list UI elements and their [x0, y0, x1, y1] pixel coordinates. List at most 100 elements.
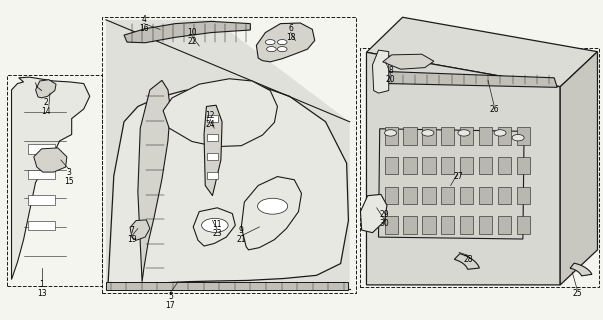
Polygon shape [204, 105, 222, 196]
Bar [28, 195, 55, 204]
Polygon shape [138, 80, 171, 282]
Polygon shape [124, 21, 250, 43]
Bar [498, 216, 511, 234]
Text: 19: 19 [127, 235, 137, 244]
Bar [28, 144, 55, 154]
Text: 4: 4 [142, 15, 147, 24]
Polygon shape [34, 148, 67, 172]
Bar [403, 127, 417, 145]
Polygon shape [108, 85, 349, 289]
Polygon shape [193, 208, 235, 246]
Circle shape [277, 40, 287, 45]
Bar [422, 157, 435, 174]
Polygon shape [130, 220, 150, 240]
Bar [460, 157, 473, 174]
Bar [207, 134, 218, 141]
Text: 25: 25 [572, 289, 582, 298]
Circle shape [494, 130, 506, 136]
Bar [403, 216, 417, 234]
Circle shape [512, 134, 524, 141]
Bar [460, 127, 473, 145]
Bar [207, 115, 218, 122]
Text: 17: 17 [166, 301, 175, 310]
Text: 11: 11 [212, 220, 222, 229]
Bar [385, 127, 398, 145]
Text: 8: 8 [388, 66, 393, 75]
Bar [207, 153, 218, 160]
Bar [403, 157, 417, 174]
Bar [498, 127, 511, 145]
Text: 10: 10 [187, 28, 197, 37]
Polygon shape [106, 282, 349, 290]
Text: 6: 6 [288, 24, 293, 33]
Text: 26: 26 [489, 105, 499, 114]
Circle shape [385, 130, 397, 136]
Bar [385, 187, 398, 204]
Bar [28, 170, 55, 179]
Text: 16: 16 [139, 24, 149, 33]
Polygon shape [373, 50, 389, 93]
Bar [479, 187, 492, 204]
Text: 1: 1 [39, 280, 44, 289]
Text: 5: 5 [168, 292, 173, 301]
Text: 2: 2 [43, 98, 48, 107]
Bar [441, 216, 455, 234]
Polygon shape [454, 254, 479, 269]
Text: 14: 14 [41, 107, 51, 116]
Bar [207, 172, 218, 179]
Bar [479, 157, 492, 174]
Polygon shape [379, 129, 524, 239]
Bar [422, 187, 435, 204]
Bar [479, 216, 492, 234]
Polygon shape [241, 177, 302, 250]
Bar [28, 220, 55, 230]
Polygon shape [106, 20, 350, 289]
Bar [441, 187, 455, 204]
Text: 15: 15 [64, 177, 74, 186]
Bar [517, 216, 530, 234]
Bar [517, 157, 530, 174]
Circle shape [267, 47, 276, 52]
Bar [498, 187, 511, 204]
Polygon shape [385, 71, 557, 87]
Bar [7, 75, 102, 286]
Polygon shape [383, 54, 434, 69]
Polygon shape [36, 80, 56, 98]
Bar [385, 216, 398, 234]
Text: 3: 3 [66, 168, 71, 177]
Text: 27: 27 [453, 172, 463, 181]
Polygon shape [361, 195, 387, 233]
Bar [403, 187, 417, 204]
Bar [517, 127, 530, 145]
Polygon shape [11, 77, 90, 279]
Polygon shape [367, 17, 598, 87]
Bar [498, 157, 511, 174]
Text: 24: 24 [205, 120, 215, 129]
Text: 23: 23 [212, 229, 222, 238]
Text: 29: 29 [380, 210, 390, 219]
Bar [385, 157, 398, 174]
Circle shape [277, 47, 287, 52]
Text: 21: 21 [236, 235, 246, 244]
Bar [361, 49, 599, 287]
Bar [460, 187, 473, 204]
Text: 13: 13 [37, 289, 46, 298]
Polygon shape [560, 52, 598, 285]
Bar [460, 216, 473, 234]
Text: 20: 20 [386, 75, 396, 84]
Text: 7: 7 [130, 226, 134, 235]
Bar [102, 17, 356, 293]
Polygon shape [570, 263, 592, 276]
Circle shape [422, 130, 434, 136]
Polygon shape [367, 52, 560, 285]
Circle shape [265, 40, 275, 45]
Polygon shape [256, 23, 315, 62]
Text: 18: 18 [286, 33, 295, 42]
Bar [441, 157, 455, 174]
Bar [441, 127, 455, 145]
Text: 28: 28 [464, 255, 473, 264]
Text: 22: 22 [188, 37, 197, 46]
Bar [517, 187, 530, 204]
Text: 9: 9 [239, 226, 244, 235]
Circle shape [458, 130, 470, 136]
